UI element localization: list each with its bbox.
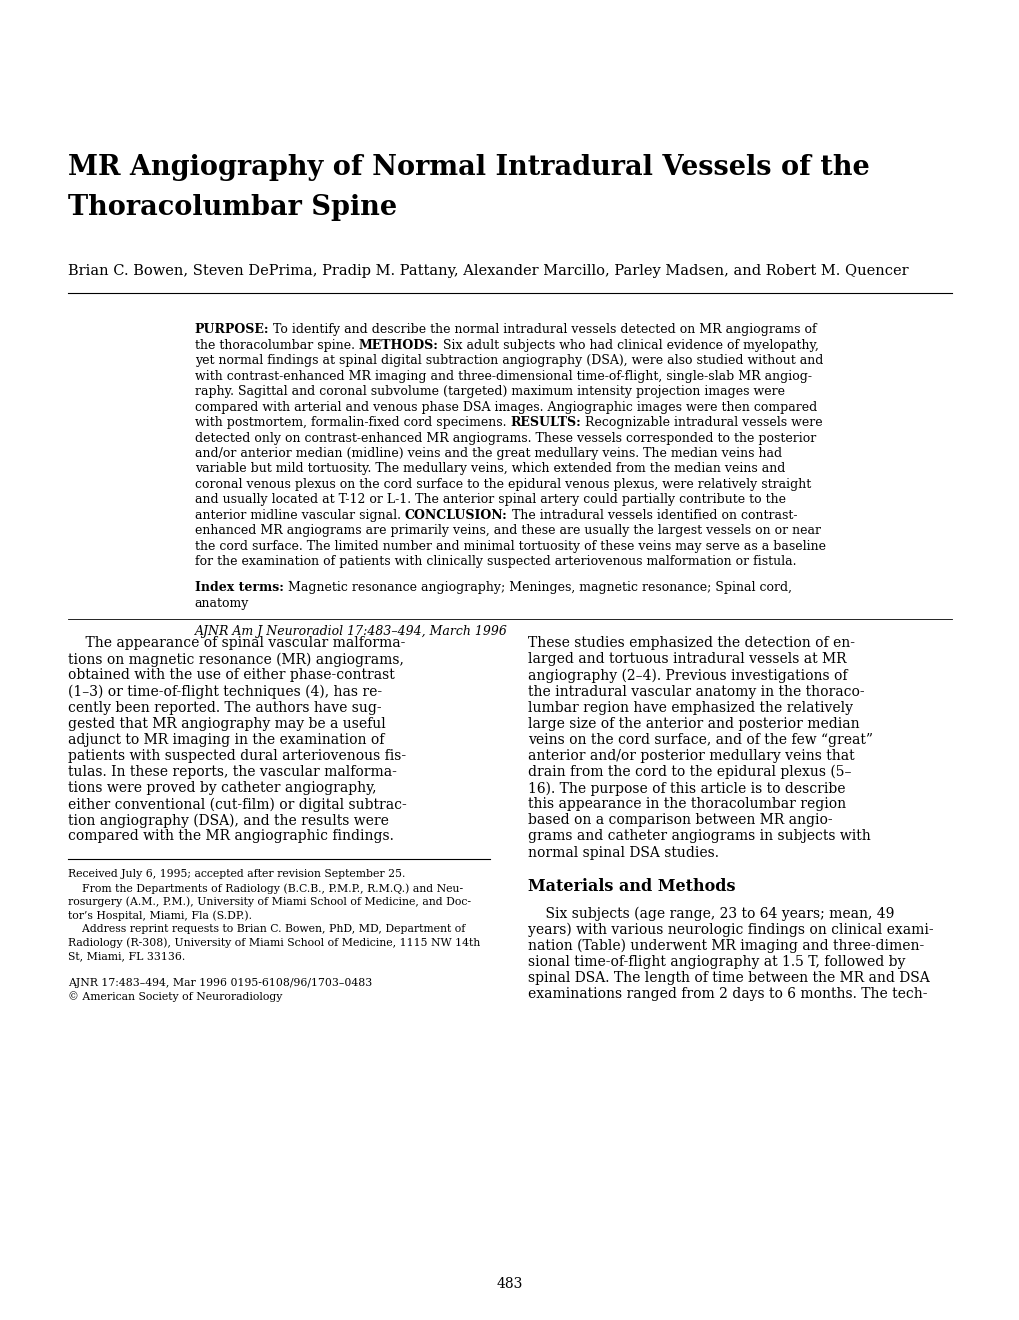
Text: PURPOSE:: PURPOSE:: [195, 323, 269, 337]
Text: From the Departments of Radiology (B.C.B., P.M.P., R.M.Q.) and Neu-: From the Departments of Radiology (B.C.B…: [68, 883, 463, 894]
Text: 483: 483: [496, 1276, 523, 1291]
Text: Brian C. Bowen, Steven DePrima, Pradip M. Pattany, Alexander Marcillo, Parley Ma: Brian C. Bowen, Steven DePrima, Pradip M…: [68, 264, 908, 279]
Text: The intradural vessels identified on contrast-: The intradural vessels identified on con…: [507, 508, 796, 521]
Text: compared with arterial and venous phase DSA images. Angiographic images were the: compared with arterial and venous phase …: [195, 401, 816, 413]
Text: large size of the anterior and posterior median: large size of the anterior and posterior…: [528, 717, 859, 731]
Text: for the examination of patients with clinically suspected arteriovenous malforma: for the examination of patients with cli…: [195, 556, 796, 568]
Text: Six subjects (age range, 23 to 64 years; mean, 49: Six subjects (age range, 23 to 64 years;…: [528, 907, 894, 921]
Text: Recognizable intradural vessels were: Recognizable intradural vessels were: [581, 416, 822, 429]
Text: anatomy: anatomy: [195, 597, 249, 610]
Text: St, Miami, FL 33136.: St, Miami, FL 33136.: [68, 950, 185, 961]
Text: sional time-of-flight angiography at 1.5 T, followed by: sional time-of-flight angiography at 1.5…: [528, 954, 905, 969]
Text: rosurgery (A.M., P.M.), University of Miami School of Medicine, and Doc-: rosurgery (A.M., P.M.), University of Mi…: [68, 896, 471, 907]
Text: CONCLUSION:: CONCLUSION:: [405, 508, 507, 521]
Text: © American Society of Neuroradiology: © American Society of Neuroradiology: [68, 991, 282, 1002]
Text: Radiology (R-308), University of Miami School of Medicine, 1115 NW 14th: Radiology (R-308), University of Miami S…: [68, 937, 480, 948]
Text: AJNR 17:483–494, Mar 1996 0195-6108/96/1703–0483: AJNR 17:483–494, Mar 1996 0195-6108/96/1…: [68, 978, 372, 989]
Text: cently been reported. The authors have sug-: cently been reported. The authors have s…: [68, 701, 381, 714]
Text: patients with suspected dural arteriovenous fis-: patients with suspected dural arterioven…: [68, 748, 406, 763]
Text: spinal DSA. The length of time between the MR and DSA: spinal DSA. The length of time between t…: [528, 972, 929, 985]
Text: and/or anterior median (midline) veins and the great medullary veins. The median: and/or anterior median (midline) veins a…: [195, 447, 782, 459]
Text: RESULTS:: RESULTS:: [510, 416, 581, 429]
Text: raphy. Sagittal and coronal subvolume (targeted) maximum intensity projection im: raphy. Sagittal and coronal subvolume (t…: [195, 385, 784, 399]
Text: gested that MR angiography may be a useful: gested that MR angiography may be a usef…: [68, 717, 386, 731]
Text: The appearance of spinal vascular malforma-: The appearance of spinal vascular malfor…: [68, 636, 406, 651]
Text: drain from the cord to the epidural plexus (5–: drain from the cord to the epidural plex…: [528, 766, 851, 780]
Text: either conventional (cut-film) or digital subtrac-: either conventional (cut-film) or digita…: [68, 797, 407, 812]
Text: detected only on contrast-enhanced MR angiograms. These vessels corresponded to : detected only on contrast-enhanced MR an…: [195, 432, 815, 445]
Text: adjunct to MR imaging in the examination of: adjunct to MR imaging in the examination…: [68, 733, 384, 747]
Text: examinations ranged from 2 days to 6 months. The tech-: examinations ranged from 2 days to 6 mon…: [528, 987, 927, 1001]
Text: based on a comparison between MR angio-: based on a comparison between MR angio-: [528, 813, 833, 828]
Text: the thoracolumbar spine.: the thoracolumbar spine.: [195, 339, 359, 352]
Text: veins on the cord surface, and of the few “great”: veins on the cord surface, and of the fe…: [528, 733, 872, 747]
Text: Address reprint requests to Brian C. Bowen, PhD, MD, Department of: Address reprint requests to Brian C. Bow…: [68, 924, 466, 933]
Text: Index terms:: Index terms:: [195, 581, 283, 594]
Text: tion angiography (DSA), and the results were: tion angiography (DSA), and the results …: [68, 813, 389, 828]
Text: normal spinal DSA studies.: normal spinal DSA studies.: [528, 846, 718, 859]
Text: tulas. In these reports, the vascular malforma-: tulas. In these reports, the vascular ma…: [68, 766, 396, 779]
Text: Thoracolumbar Spine: Thoracolumbar Spine: [68, 194, 397, 220]
Text: These studies emphasized the detection of en-: These studies emphasized the detection o…: [528, 636, 855, 651]
Text: yet normal findings at spinal digital subtraction angiography (DSA), were also s: yet normal findings at spinal digital su…: [195, 354, 822, 367]
Text: obtained with the use of either phase-contrast: obtained with the use of either phase-co…: [68, 668, 394, 682]
Text: METHODS:: METHODS:: [359, 339, 438, 352]
Text: Magnetic resonance angiography; Meninges, magnetic resonance; Spinal cord,: Magnetic resonance angiography; Meninges…: [283, 581, 791, 594]
Text: and usually located at T-12 or L-1. The anterior spinal artery could partially c: and usually located at T-12 or L-1. The …: [195, 494, 785, 507]
Text: tions were proved by catheter angiography,: tions were proved by catheter angiograph…: [68, 781, 376, 795]
Text: angiography (2–4). Previous investigations of: angiography (2–4). Previous investigatio…: [528, 668, 847, 682]
Text: with contrast-enhanced MR imaging and three-dimensional time-of-flight, single-s: with contrast-enhanced MR imaging and th…: [195, 370, 811, 383]
Text: the intradural vascular anatomy in the thoraco-: the intradural vascular anatomy in the t…: [528, 685, 864, 698]
Text: variable but mild tortuosity. The medullary veins, which extended from the media: variable but mild tortuosity. The medull…: [195, 462, 785, 475]
Text: AJNR Am J Neuroradiol 17:483–494, March 1996: AJNR Am J Neuroradiol 17:483–494, March …: [195, 626, 507, 638]
Text: lumbar region have emphasized the relatively: lumbar region have emphasized the relati…: [528, 701, 853, 714]
Text: grams and catheter angiograms in subjects with: grams and catheter angiograms in subject…: [528, 829, 870, 843]
Text: this appearance in the thoracolumbar region: this appearance in the thoracolumbar reg…: [528, 797, 846, 812]
Text: 16). The purpose of this article is to describe: 16). The purpose of this article is to d…: [528, 781, 845, 796]
Text: Received July 6, 1995; accepted after revision September 25.: Received July 6, 1995; accepted after re…: [68, 870, 406, 879]
Text: tor’s Hospital, Miami, Fla (S.DP.).: tor’s Hospital, Miami, Fla (S.DP.).: [68, 909, 252, 921]
Text: To identify and describe the normal intradural vessels detected on MR angiograms: To identify and describe the normal intr…: [269, 323, 816, 337]
Text: enhanced MR angiograms are primarily veins, and these are usually the largest ve: enhanced MR angiograms are primarily vei…: [195, 524, 820, 537]
Text: tions on magnetic resonance (MR) angiograms,: tions on magnetic resonance (MR) angiogr…: [68, 652, 404, 667]
Text: Six adult subjects who had clinical evidence of myelopathy,: Six adult subjects who had clinical evid…: [438, 339, 818, 352]
Text: anterior and/or posterior medullary veins that: anterior and/or posterior medullary vein…: [528, 748, 854, 763]
Text: larged and tortuous intradural vessels at MR: larged and tortuous intradural vessels a…: [528, 652, 846, 667]
Text: years) with various neurologic findings on clinical exami-: years) with various neurologic findings …: [528, 923, 933, 937]
Text: nation (Table) underwent MR imaging and three-dimen-: nation (Table) underwent MR imaging and …: [528, 939, 923, 953]
Text: MR Angiography of Normal Intradural Vessels of the: MR Angiography of Normal Intradural Vess…: [68, 154, 869, 181]
Text: the cord surface. The limited number and minimal tortuosity of these veins may s: the cord surface. The limited number and…: [195, 540, 825, 553]
Text: anterior midline vascular signal.: anterior midline vascular signal.: [195, 508, 405, 521]
Text: with postmortem, formalin-fixed cord specimens.: with postmortem, formalin-fixed cord spe…: [195, 416, 510, 429]
Text: compared with the MR angiographic findings.: compared with the MR angiographic findin…: [68, 829, 393, 843]
Text: Materials and Methods: Materials and Methods: [528, 878, 735, 895]
Text: (1–3) or time-of-flight techniques (4), has re-: (1–3) or time-of-flight techniques (4), …: [68, 685, 382, 700]
Text: coronal venous plexus on the cord surface to the epidural venous plexus, were re: coronal venous plexus on the cord surfac…: [195, 478, 810, 491]
